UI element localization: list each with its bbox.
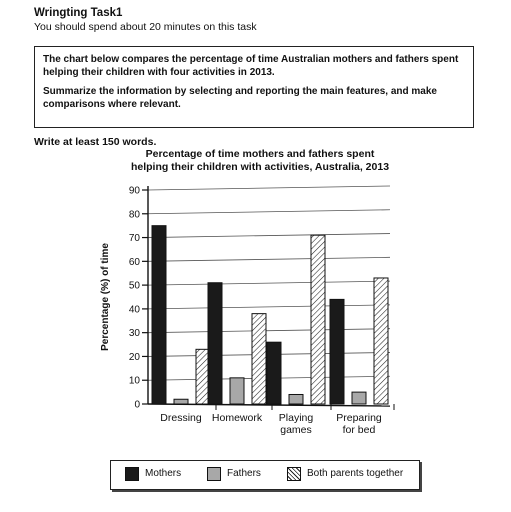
- bar-both: [310, 234, 326, 405]
- gridline: [147, 304, 391, 310]
- legend-label-both: Both parents together: [307, 468, 404, 479]
- bar-fathers: [229, 377, 245, 405]
- bar-mothers: [266, 341, 282, 405]
- legend-swatch-mothers: [125, 467, 139, 481]
- gridline: [147, 185, 391, 191]
- bar-fathers: [351, 391, 367, 405]
- x-tick-label: Preparing for bed: [336, 412, 382, 436]
- legend-label-fathers: Fathers: [227, 468, 261, 479]
- prompt-box: The chart below compares the percentage …: [34, 46, 474, 128]
- y-tick-label: 70: [129, 233, 141, 244]
- task-title: Wringting Task1: [34, 7, 123, 19]
- x-tick-label: Homework: [212, 412, 263, 424]
- x-tick-label: Dressing: [160, 412, 202, 424]
- y-tick-label: 40: [129, 304, 141, 315]
- x-tick-label-line: Dressing: [160, 412, 202, 424]
- bar-mothers: [207, 282, 223, 405]
- gridline: [147, 209, 391, 215]
- chart-title: Percentage of time mothers and fathers s…: [130, 148, 390, 173]
- y-tick-label: 50: [129, 281, 141, 292]
- y-tick-label: 80: [129, 209, 141, 220]
- x-tick-label-line: for bed: [343, 424, 376, 436]
- x-tick-label: Playing games: [279, 412, 314, 436]
- prompt-paragraph-1: The chart below compares the percentage …: [43, 54, 459, 78]
- y-tick-label: 0: [134, 400, 140, 411]
- x-tick-label-line: Playing: [279, 412, 314, 424]
- legend-label-mothers: Mothers: [145, 468, 182, 479]
- x-tick-label-line: games: [280, 424, 312, 436]
- gridline: [147, 256, 391, 262]
- bar-mothers: [329, 298, 345, 405]
- word-count-instruction: Write at least 150 words.: [34, 136, 157, 148]
- y-tick-label: 10: [129, 376, 141, 387]
- bar-fathers: [288, 393, 304, 405]
- x-tick-label-line: Homework: [212, 412, 263, 424]
- gridline: [147, 328, 391, 334]
- gridline: [147, 280, 391, 286]
- x-tick-label-line: Preparing: [336, 412, 382, 424]
- bar-fathers: [173, 398, 189, 405]
- gridline: [147, 233, 391, 238]
- y-tick-label: 60: [129, 257, 141, 268]
- bar-both: [251, 313, 267, 405]
- y-tick-label: 30: [129, 328, 141, 339]
- prompt-paragraph-2: Summarize the information by selecting a…: [43, 86, 437, 110]
- chart-legend: Mothers Fathers Both parents together: [110, 460, 420, 490]
- y-tick-label: 20: [129, 352, 141, 363]
- task-subtitle: You should spend about 20 minutes on thi…: [34, 21, 257, 33]
- legend-swatch-both: [287, 467, 301, 481]
- legend-swatch-fathers: [207, 467, 221, 481]
- y-axis-label: Percentage (%) of time: [100, 243, 111, 351]
- bar-both: [373, 277, 389, 405]
- y-tick-label: 90: [129, 186, 141, 197]
- bar-mothers: [151, 225, 167, 405]
